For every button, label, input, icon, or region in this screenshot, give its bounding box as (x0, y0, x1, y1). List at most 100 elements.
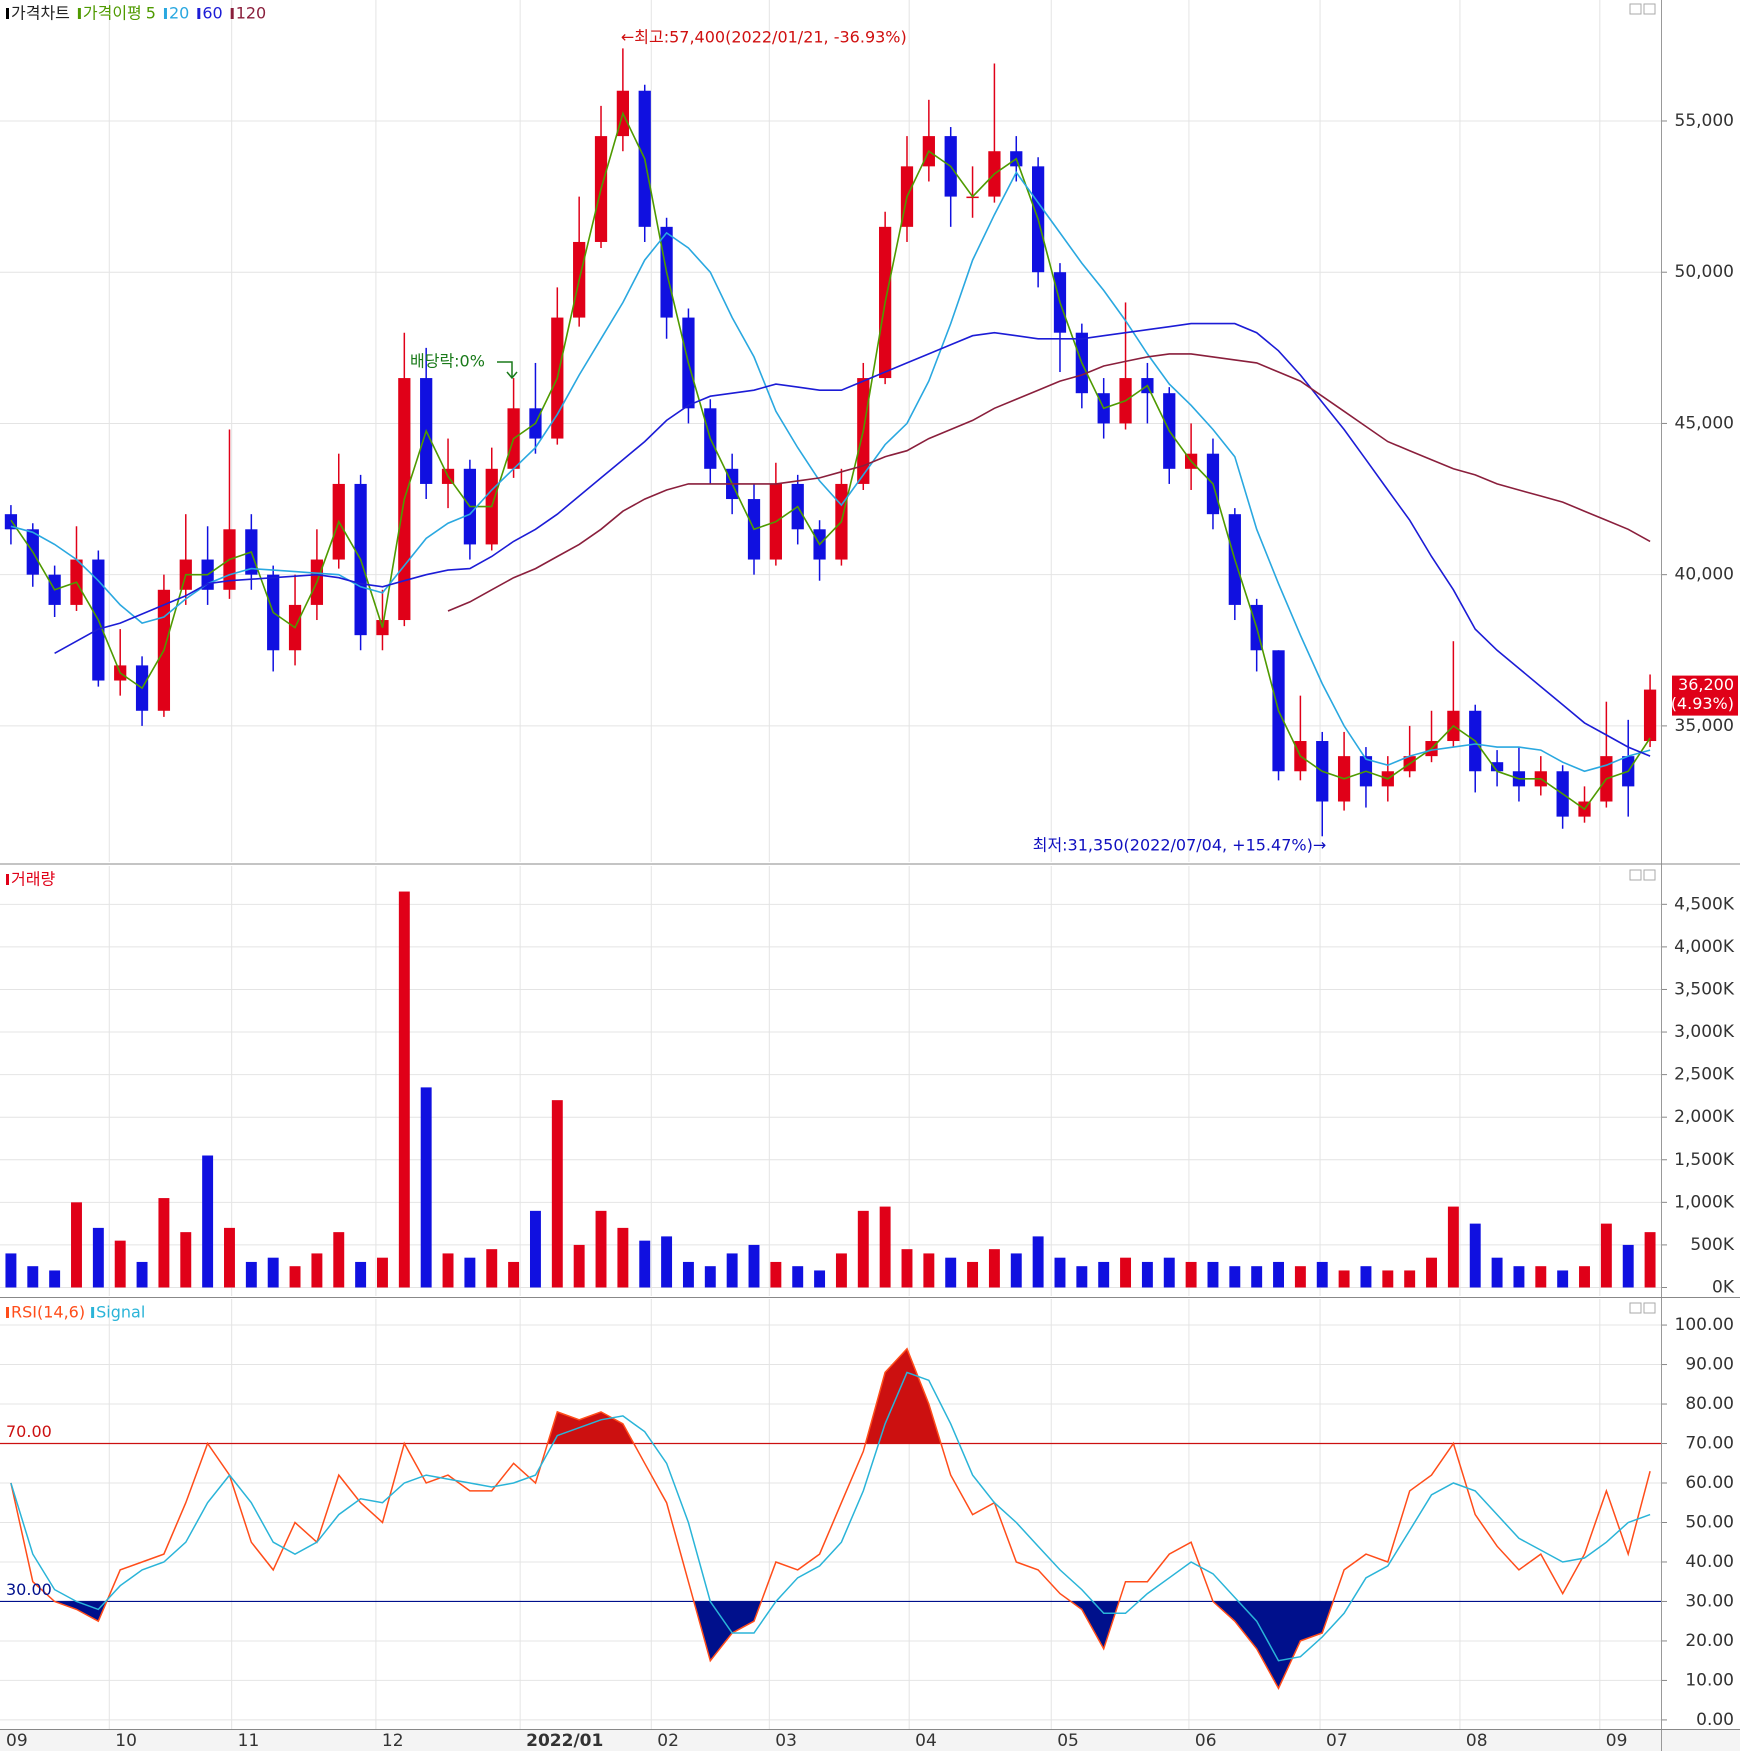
volume-bar (967, 1261, 979, 1288)
moving-average-line (10, 170, 1651, 773)
legend-swatch (197, 8, 201, 19)
x-tick-label: 12 (382, 1731, 404, 1751)
volume-bar (835, 1253, 847, 1288)
mark-layer (0, 48, 1661, 1690)
x-tick-label: 09 (6, 1731, 28, 1751)
y-tick-label: 100.00 (1675, 1315, 1734, 1335)
volume-bar (333, 1232, 345, 1288)
y-tick-label: 20.00 (1685, 1631, 1734, 1651)
volume-bar (311, 1253, 323, 1288)
volume-bar (1622, 1244, 1634, 1288)
candle-body (1490, 762, 1504, 772)
volume-bar (945, 1257, 957, 1288)
x-tick-label: 11 (238, 1731, 260, 1751)
legend-swatch (230, 8, 234, 19)
volume-bar (1469, 1223, 1481, 1288)
y-tick-label: 500K (1690, 1235, 1734, 1255)
moving-average-line (54, 322, 1651, 757)
minimize-button[interactable] (1629, 869, 1642, 881)
volume-bar (71, 1202, 82, 1288)
volume-bar (355, 1261, 367, 1288)
legend-title: 거래량 (11, 870, 55, 889)
volume-bar (1032, 1236, 1044, 1288)
legend-entry: 60 (202, 4, 222, 23)
volume-bar (224, 1227, 235, 1288)
level-label: 30.00 (6, 1580, 52, 1599)
legend-label: 가격이평 (83, 4, 142, 23)
close-button[interactable] (1643, 3, 1656, 15)
volume-bar (1054, 1257, 1066, 1288)
minimize-button[interactable] (1629, 1302, 1642, 1314)
y-tick-label: 3,500K (1674, 979, 1735, 999)
moving-average-line (447, 353, 1651, 612)
volume-bar (1316, 1261, 1328, 1288)
volume-bar (202, 1155, 214, 1288)
volume-bar (27, 1266, 39, 1288)
volume-bar (420, 1087, 432, 1288)
legend-swatch (77, 8, 81, 19)
volume-bar (748, 1244, 760, 1288)
volume-bar (792, 1266, 804, 1288)
moving-average-line (10, 111, 1651, 811)
legend-entry: 5 (146, 4, 156, 23)
legend-swatch (6, 874, 9, 885)
volume-bar (158, 1198, 170, 1288)
dividend-annotation: 배당락:0% (410, 352, 485, 371)
volume-bar (180, 1232, 192, 1288)
close-button[interactable] (1643, 1302, 1656, 1314)
text-layer: 35,000 40,000 45,000 50,000 55,000 0K 500K 1,00… (6, 4, 1738, 1751)
x-tick-label: 08 (1466, 1731, 1488, 1751)
volume-bar (1513, 1266, 1525, 1288)
high-annotation: ←최고:57,400(2022/01/21, -36.93%) (621, 28, 907, 47)
volume-bar (464, 1257, 476, 1288)
candle-body (1643, 689, 1657, 742)
volume-bar (770, 1261, 782, 1288)
volume-bar (573, 1244, 585, 1288)
volume-bar (1579, 1266, 1590, 1288)
volume-bar (1338, 1270, 1350, 1288)
legend-swatch (91, 1307, 95, 1318)
volume-bar (1644, 1232, 1656, 1288)
volume-bar (245, 1261, 257, 1288)
y-tick-label: 80.00 (1685, 1394, 1734, 1414)
y-tick-label: 1,500K (1674, 1150, 1735, 1170)
volume-bar (1557, 1270, 1569, 1288)
volume-bar (1229, 1266, 1241, 1288)
close-button[interactable] (1643, 869, 1656, 881)
volume-bar (1076, 1266, 1088, 1288)
y-tick-label: 50.00 (1685, 1512, 1734, 1532)
volume-bar (529, 1210, 541, 1288)
volume-bar (1185, 1261, 1197, 1288)
volume-bar (639, 1240, 651, 1288)
legend-entry: Signal (96, 1303, 145, 1322)
y-tick-label: 70.00 (1685, 1434, 1734, 1454)
volume-bar (814, 1270, 826, 1288)
volume-bar (1426, 1257, 1437, 1288)
volume-bar (1382, 1270, 1394, 1288)
volume-bar (726, 1253, 738, 1288)
grid-layer (0, 0, 1667, 1729)
x-tick-label: 10 (115, 1731, 137, 1751)
legend-swatch (6, 8, 9, 19)
volume-bar (1010, 1253, 1022, 1288)
indicator-line (10, 1347, 1651, 1690)
dividend-arrow (497, 361, 518, 380)
minimize-button[interactable] (1629, 3, 1642, 15)
volume-bar (923, 1253, 935, 1288)
volume-bar (49, 1270, 61, 1288)
legend-entry: 120 (236, 4, 267, 23)
y-tick-label: 60.00 (1685, 1473, 1734, 1493)
volume-bar (1404, 1270, 1416, 1288)
volume-bar (1120, 1257, 1132, 1288)
volume-bar (136, 1261, 148, 1288)
y-tick-label: 2,500K (1674, 1065, 1735, 1085)
y-tick-label: 0.00 (1696, 1710, 1734, 1730)
y-tick-label: 40,000 (1675, 565, 1734, 585)
y-tick-label: 4,000K (1674, 937, 1735, 957)
volume-bar (114, 1240, 126, 1288)
volume-bar (1273, 1261, 1284, 1288)
y-tick-label: 1,000K (1674, 1192, 1735, 1212)
x-tick-label: 09 (1606, 1731, 1628, 1751)
